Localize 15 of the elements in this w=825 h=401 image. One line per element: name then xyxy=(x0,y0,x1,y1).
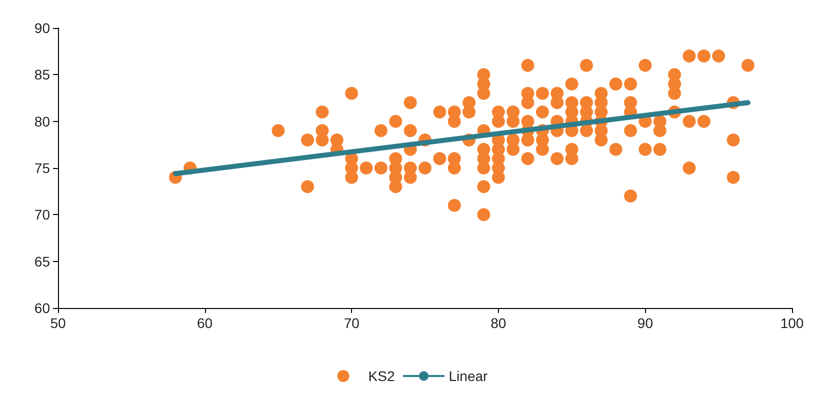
x-tick-label: 90 xyxy=(637,315,654,331)
x-tick-label: 70 xyxy=(344,315,360,331)
y-tick-label: 65 xyxy=(34,253,50,270)
y-tick-label: 60 xyxy=(34,300,50,316)
y-tick-label: 90 xyxy=(34,20,50,36)
x-tick-label: 50 xyxy=(50,315,66,331)
legend-label: KS2 xyxy=(368,368,395,384)
legend-label: Linear xyxy=(448,368,488,384)
x-tick-label: 80 xyxy=(490,315,506,331)
y-tick-label: 75 xyxy=(34,160,50,176)
y-tick-label: 80 xyxy=(34,113,50,130)
x-tick-label: 100 xyxy=(780,315,804,331)
y-tick-label: 70 xyxy=(34,206,50,223)
x-tick-label: 60 xyxy=(197,315,213,331)
y-tick-label: 85 xyxy=(34,66,50,83)
